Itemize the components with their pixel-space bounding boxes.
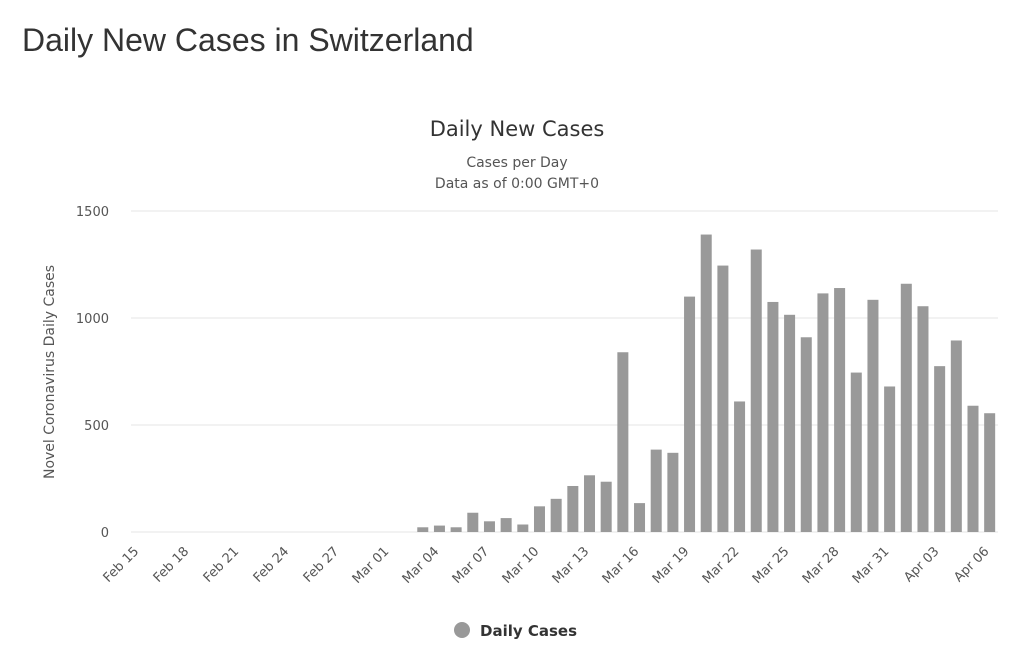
bar <box>867 299 879 532</box>
bar <box>734 401 746 532</box>
bar <box>834 288 846 532</box>
bar <box>533 506 545 532</box>
bar <box>817 293 829 532</box>
bar <box>517 524 529 532</box>
chart-subtitle: Cases per Day <box>466 155 567 171</box>
bar <box>500 518 512 532</box>
x-tick-label: Mar 07 <box>450 544 493 587</box>
y-tick-label: 500 <box>84 419 109 434</box>
x-tick-label: Mar 01 <box>350 544 393 587</box>
x-tick-label: Feb 24 <box>251 544 293 586</box>
bar <box>617 352 629 532</box>
x-tick-label: Mar 04 <box>400 544 443 587</box>
legend-marker <box>454 622 470 638</box>
bar <box>634 503 646 532</box>
x-tick-label: Apr 03 <box>901 544 942 585</box>
bar <box>934 366 946 532</box>
x-tick-label: Feb 15 <box>101 544 143 586</box>
bar <box>483 521 495 532</box>
bar <box>717 265 729 532</box>
bar <box>917 306 929 532</box>
bar <box>750 249 762 532</box>
bar <box>417 527 429 532</box>
x-tick-label: Mar 19 <box>650 544 693 587</box>
x-tick-label: Feb 27 <box>301 544 343 586</box>
x-tick-label: Feb 18 <box>151 544 193 586</box>
y-tick-label: 1000 <box>76 312 109 327</box>
bar <box>684 296 696 532</box>
bar <box>450 527 462 532</box>
y-axis-label: Novel Coronavirus Daily Cases <box>42 265 58 479</box>
page-title: Daily New Cases in Switzerland <box>22 22 474 58</box>
legend-label: Daily Cases <box>480 622 577 640</box>
bar <box>984 413 996 532</box>
x-tick-label: Mar 22 <box>700 544 743 587</box>
bar <box>967 405 979 532</box>
x-tick-label: Mar 28 <box>800 544 843 587</box>
bar <box>567 485 579 532</box>
bar <box>467 512 479 532</box>
bar <box>433 525 445 532</box>
bar <box>800 337 812 532</box>
chart-title: Daily New Cases <box>430 117 605 141</box>
bar <box>850 372 862 532</box>
x-tick-label: Apr 06 <box>951 544 992 585</box>
bar <box>600 481 612 532</box>
bar <box>784 314 796 532</box>
x-tick-label: Mar 10 <box>500 544 543 587</box>
bar <box>767 301 779 532</box>
chart-subtitle: Data as of 0:00 GMT+0 <box>435 176 599 192</box>
bar <box>950 340 962 532</box>
bar <box>700 234 712 533</box>
bar <box>550 498 562 532</box>
x-tick-label: Mar 16 <box>600 544 643 587</box>
bar <box>650 449 662 532</box>
x-tick-label: Mar 13 <box>550 544 593 587</box>
bar <box>884 386 896 532</box>
bar <box>584 475 596 532</box>
x-tick-label: Feb 21 <box>201 544 243 586</box>
bar <box>900 283 912 532</box>
y-tick-label: 1500 <box>76 205 109 220</box>
bar <box>667 452 679 532</box>
x-tick-label: Mar 25 <box>750 544 793 587</box>
x-tick-label: Mar 31 <box>850 544 893 587</box>
y-tick-label: 0 <box>101 526 109 541</box>
